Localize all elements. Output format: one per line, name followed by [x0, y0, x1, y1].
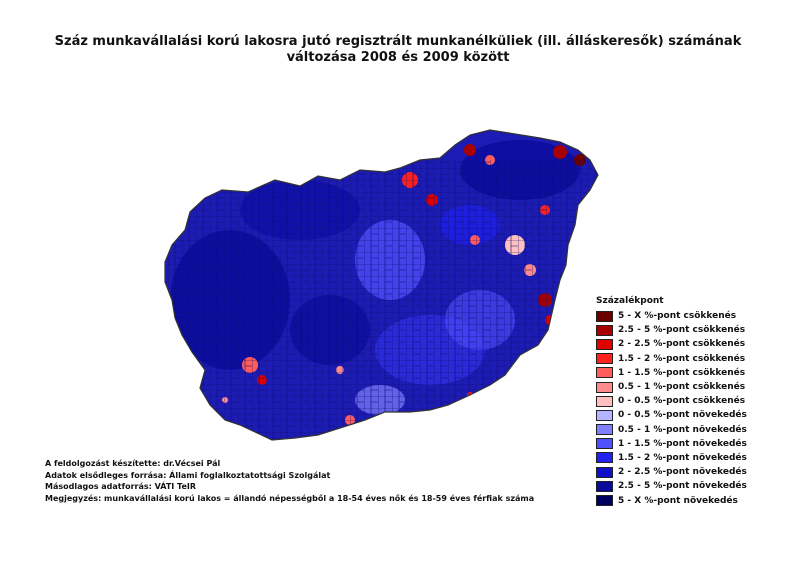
legend-title: Százalékpont — [596, 296, 664, 306]
legend-item: 5 - X %-pont növekedés — [596, 493, 766, 507]
legend-swatch — [596, 495, 613, 507]
legend-label: 1 - 1.5 %-pont növekedés — [618, 438, 747, 449]
legend-label: 5 - X %-pont csökkenés — [618, 311, 737, 322]
legend-swatch — [596, 395, 613, 407]
legend-item: 2 - 2.5 %-pont csökkenés — [596, 337, 766, 351]
legend-item: 2.5 - 5 %-pont növekedés — [596, 479, 766, 493]
legend-label: 2 - 2.5 %-pont csökkenés — [618, 339, 746, 350]
legend-item: 5 - X %-pont csökkenés — [596, 309, 766, 323]
legend-items: 5 - X %-pont csökkenés 2.5 - 5 %-pont csö… — [596, 309, 766, 508]
legend-item: 0.5 - 1 %-pont növekedés — [596, 423, 766, 437]
credit-note: Megjegyzés: munkavállalási korú lakos = … — [45, 493, 535, 503]
legend-swatch — [596, 466, 613, 478]
legend-swatch — [596, 480, 613, 492]
legend-swatch — [596, 353, 613, 365]
legend-label: 1.5 - 2 %-pont növekedés — [618, 452, 747, 463]
credits: A feldolgozást készítette: dr.Vécsei Pál… — [45, 458, 534, 504]
map-legend: Százalékpont 5 - X %-pont csökkenés 2.5 -… — [596, 296, 766, 508]
legend-swatch — [596, 409, 613, 421]
legend-swatch — [596, 338, 613, 350]
legend-label: 0.5 - 1 %-pont növekedés — [618, 424, 747, 435]
legend-swatch — [596, 452, 613, 464]
region-patches — [165, 140, 598, 440]
legend-swatch — [596, 438, 613, 450]
legend-item: 0 - 0.5 %-pont növekedés — [596, 408, 766, 422]
legend-label: 1.5 - 2 %-pont csökkenés — [618, 353, 746, 364]
legend-item: 2.5 - 5 %-pont csökkenés — [596, 323, 766, 337]
legend-label: 0 - 0.5 %-pont növekedés — [618, 410, 747, 421]
legend-item: 1 - 1.5 %-pont növekedés — [596, 437, 766, 451]
legend-swatch — [596, 324, 613, 336]
legend-item: 1.5 - 2 %-pont növekedés — [596, 451, 766, 465]
legend-item: 1.5 - 2 %-pont csökkenés — [596, 352, 766, 366]
map-title-line2: változása 2008 és 2009 között — [286, 50, 510, 65]
credit-author: A feldolgozást készítette: dr.Vécsei Pál — [45, 459, 221, 468]
legend-swatch — [596, 381, 613, 393]
legend-label: 2 - 2.5 %-pont növekedés — [618, 467, 747, 478]
legend-swatch — [596, 310, 613, 322]
legend-item: 2 - 2.5 %-pont növekedés — [596, 465, 766, 479]
map-title-line1: Száz munkavállalási korú lakosra jutó re… — [54, 34, 742, 49]
legend-label: 2.5 - 5 %-pont növekedés — [618, 481, 747, 492]
legend-swatch — [596, 367, 613, 379]
legend-swatch — [596, 424, 613, 436]
legend-item: 0.5 - 1 %-pont csökkenés — [596, 380, 766, 394]
legend-item: 0 - 0.5 %-pont csökkenés — [596, 394, 766, 408]
credit-secondary-source: Másodlagos adatforrás: VÁTI TeIR — [45, 482, 197, 491]
credit-primary-source: Adatok elsődleges forrása: Állami foglal… — [45, 470, 331, 480]
legend-label: 0.5 - 1 %-pont csökkenés — [618, 382, 746, 393]
legend-item: 1 - 1.5 %-pont csökkenés — [596, 366, 766, 380]
legend-label: 5 - X %-pont növekedés — [618, 495, 738, 506]
legend-label: 0 - 0.5 %-pont csökkenés — [618, 396, 746, 407]
map-title: Száz munkavállalási korú lakosra jutó re… — [0, 34, 796, 66]
legend-label: 2.5 - 5 %-pont csökkenés — [618, 325, 746, 336]
legend-label: 1 - 1.5 %-pont csökkenés — [618, 367, 746, 378]
